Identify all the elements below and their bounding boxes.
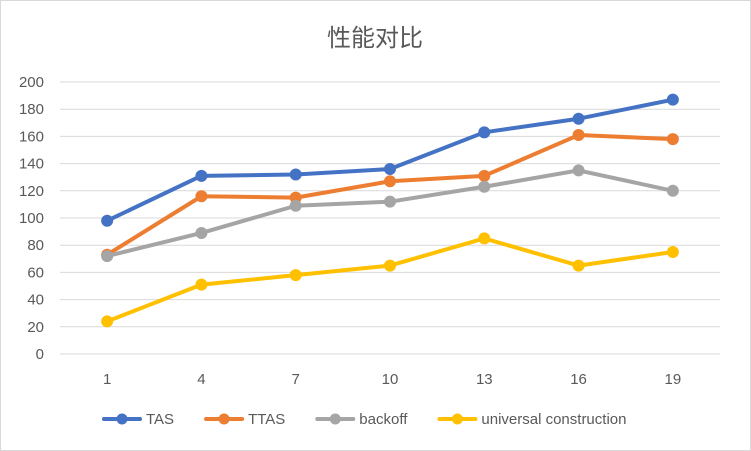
data-point	[195, 278, 208, 291]
data-point	[666, 184, 679, 197]
y-tick-label: 60	[27, 264, 44, 281]
x-tick-label: 13	[476, 371, 493, 388]
data-point	[101, 250, 114, 263]
series-backoff	[101, 164, 679, 263]
y-tick-label: 200	[19, 74, 44, 91]
legend-marker	[329, 413, 341, 425]
legend-label: TAS	[146, 411, 174, 428]
data-point	[666, 133, 679, 146]
x-tick-label: 16	[570, 371, 587, 388]
data-point	[101, 315, 114, 328]
x-tick-label: 19	[665, 371, 682, 388]
legend-label: backoff	[359, 411, 408, 428]
data-point	[101, 214, 114, 227]
y-tick-label: 100	[19, 210, 44, 227]
x-axis: 1 4 7 10 13 16 19	[103, 371, 681, 388]
legend-label: TTAS	[248, 411, 285, 428]
gridlines	[60, 81, 720, 355]
y-tick-label: 20	[27, 319, 44, 336]
legend-label: universal construction	[481, 411, 626, 428]
y-tick-label: 160	[19, 128, 44, 145]
legend-item: universal construction	[437, 411, 626, 428]
data-point	[478, 126, 491, 139]
x-tick-label: 1	[103, 371, 111, 388]
data-point	[195, 169, 208, 182]
legend-marker	[451, 413, 463, 425]
legend-marker	[116, 413, 128, 425]
data-point	[384, 175, 396, 188]
data-point	[666, 246, 679, 258]
series-line	[105, 236, 675, 324]
series-ttas	[101, 129, 679, 261]
y-tick-label: 180	[19, 101, 44, 118]
x-tick-label: 7	[292, 371, 300, 388]
chart-title: 性能对比	[327, 24, 423, 52]
y-tick-label: 120	[19, 183, 44, 200]
data-point	[478, 232, 491, 245]
legend: TAS TTAS backoff universal construction	[102, 411, 626, 428]
data-point	[572, 164, 585, 177]
data-point	[195, 190, 208, 203]
data-point	[289, 269, 302, 282]
legend-item: TAS	[102, 411, 174, 428]
data-point	[384, 259, 396, 272]
y-tick-label: 0	[36, 346, 44, 363]
data-point	[289, 168, 302, 181]
data-point	[572, 129, 585, 142]
data-point	[289, 199, 302, 212]
data-point	[572, 259, 585, 272]
x-tick-label: 10	[382, 371, 399, 388]
series-universal-construction	[101, 232, 679, 328]
series-tas	[101, 93, 679, 227]
data-point	[478, 180, 491, 193]
legend-marker	[218, 413, 230, 425]
data-point	[666, 93, 679, 106]
series-group	[101, 93, 679, 328]
data-point	[195, 226, 208, 239]
data-point	[384, 195, 396, 208]
y-axis: 0 20 40 60 80 100 120 140 160 180 200	[19, 74, 44, 363]
data-point	[384, 163, 396, 176]
data-point	[478, 169, 491, 182]
data-point	[572, 112, 585, 125]
legend-item: backoff	[315, 411, 408, 428]
legend-item: TTAS	[204, 411, 285, 428]
y-tick-label: 140	[19, 156, 44, 173]
y-tick-label: 40	[27, 292, 44, 309]
y-tick-label: 80	[27, 237, 44, 254]
x-tick-label: 4	[197, 371, 205, 388]
